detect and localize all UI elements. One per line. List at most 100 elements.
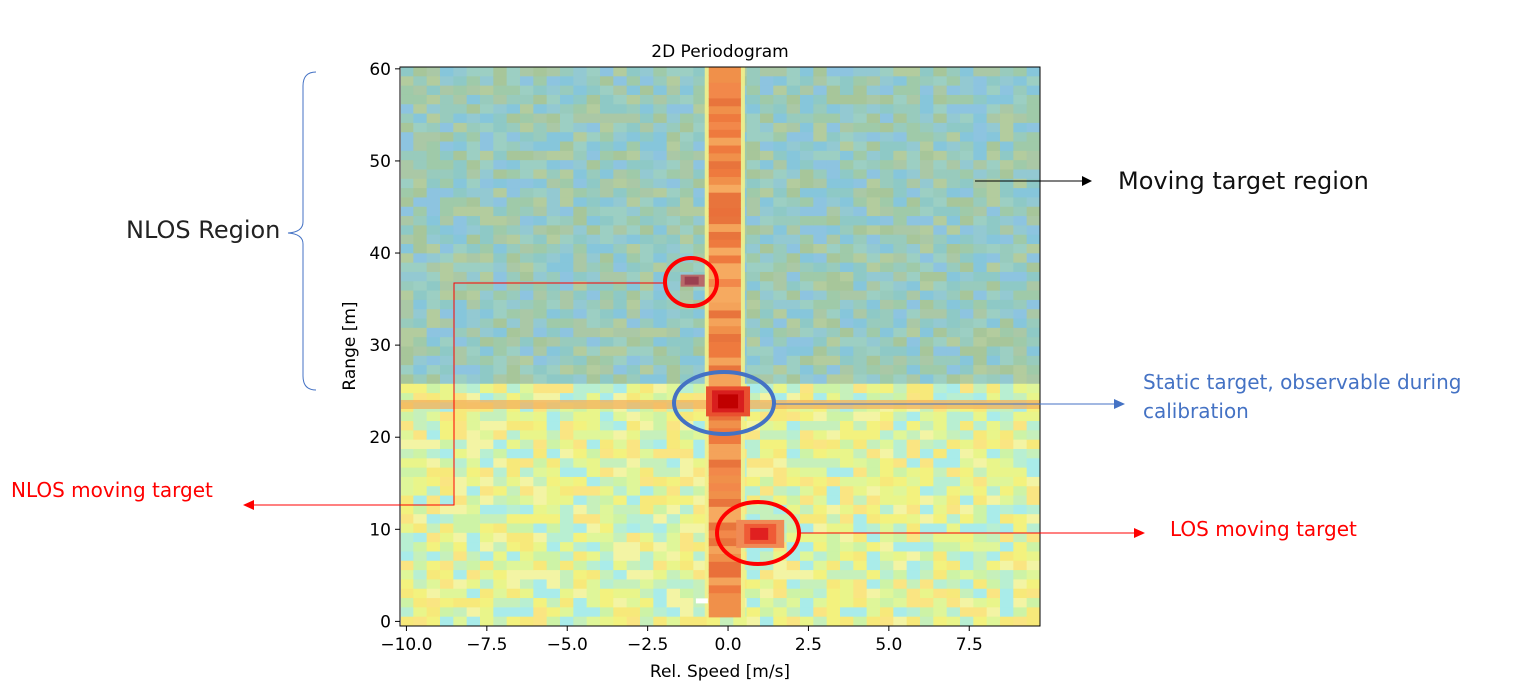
heatmap-cell [613,67,628,77]
heatmap-cell [893,225,908,236]
heatmap-cell [546,588,561,599]
heatmap-cell [586,318,601,329]
heatmap-cell [813,458,828,469]
heatmap-cell [786,355,801,366]
heatmap-cell [1000,430,1014,441]
heatmap-cell [680,504,694,515]
zero-speed-cell [708,593,741,602]
heatmap-cell [533,421,548,431]
heatmap-cell [426,421,441,431]
heatmap-cell [946,178,961,189]
nlos-target-marker [663,256,719,308]
heatmap-cell [840,188,854,199]
heatmap-cell [773,365,788,376]
heatmap-cell [933,141,948,152]
heatmap-cell [906,542,921,553]
heatmap-cell [533,132,548,143]
heatmap-cell [986,393,1001,403]
heatmap-cell [680,365,694,376]
heatmap-cell [786,393,801,403]
heatmap-cell [853,271,868,282]
heatmap-cell [746,94,761,105]
heatmap-cell [693,318,708,329]
heatmap-cell [746,141,761,152]
heatmap-cell [800,178,814,189]
heatmap-cell [413,458,428,469]
heatmap-cell [973,104,988,115]
heatmap-cell [986,337,1001,348]
heatmap-cell [880,486,894,497]
heatmap-cell [866,411,881,422]
heatmap-cell [1000,504,1014,515]
heatmap-cell [533,94,548,105]
heatmap-cell [933,523,948,534]
heatmap-cell [466,197,481,208]
heatmap-cell [880,411,894,422]
heatmap-cell [1013,216,1028,226]
heatmap-cell [546,542,561,553]
heatmap-cell [466,327,481,338]
heatmap-cell [466,113,481,124]
heatmap-cell [600,598,614,608]
heatmap-cell [520,430,534,441]
heatmap-cell [560,234,574,245]
heatmap-cell [613,206,628,217]
heatmap-cell [840,178,854,189]
heatmap-cell [653,169,668,180]
heatmap-cell [413,448,428,459]
heatmap-cell [401,122,414,133]
heatmap-cell [440,290,454,301]
heatmap-cell [746,76,761,87]
heatmap-cell [440,430,454,441]
heatmap-cell [560,598,574,608]
heatmap-cell [893,393,908,403]
heatmap-cell [760,94,774,105]
zero-speed-cell [708,153,741,162]
heatmap-cell [946,309,961,320]
heatmap-cell [680,76,694,87]
heatmap-cell [520,532,534,543]
heatmap-cell [760,514,774,525]
heatmap-cell [760,132,774,143]
heatmap-cell [640,197,654,208]
heatmap-cell [746,579,761,590]
y-axis-label: Range [m] [340,301,360,390]
heatmap-cell [626,383,641,394]
heatmap-cell [893,113,908,124]
heatmap-cell [613,476,628,487]
heatmap-cell [853,467,868,478]
heatmap-cell [853,178,868,189]
heatmap-cell [426,244,441,254]
heatmap-cell [560,122,574,133]
heatmap-cell [413,76,428,87]
heatmap-cell [973,271,988,282]
heatmap-cell [546,374,561,385]
heatmap-cell [480,132,494,143]
heatmap-cell [560,253,574,264]
heatmap-cell [586,570,601,581]
heatmap-cell [933,532,948,543]
heatmap-cell [920,160,934,171]
heatmap-cell [573,113,588,124]
heatmap-cell [800,486,814,497]
heatmap-cell [773,327,788,338]
heatmap-cell [853,560,868,571]
heatmap-cell [853,551,868,562]
heatmap-cell [893,206,908,217]
heatmap-cell [853,244,868,254]
heatmap-cell [600,374,614,385]
heatmap-cell [640,570,654,581]
heatmap-cell [680,309,694,320]
heatmap-cell [413,318,428,329]
heatmap-cell [826,309,841,320]
heatmap-cell [573,104,588,115]
heatmap-cell [493,67,508,77]
heatmap-cell [826,504,841,515]
heatmap-cell [973,253,988,264]
heatmap-cell [586,467,601,478]
heatmap-cell [613,225,628,236]
heatmap-cell [893,327,908,338]
heatmap-cell [546,411,561,422]
heatmap-cell [866,365,881,376]
heatmap-cell [760,374,774,385]
